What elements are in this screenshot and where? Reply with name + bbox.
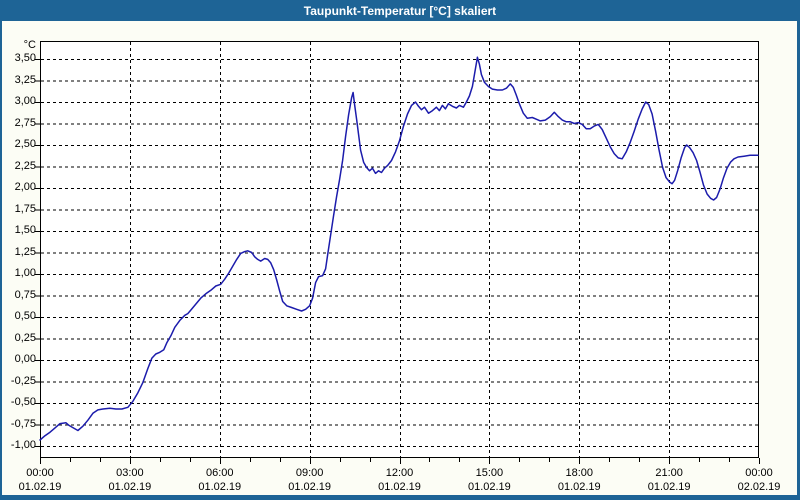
window-border-left — [0, 21, 2, 500]
series-line — [39, 56, 759, 441]
plot-canvas — [35, 41, 760, 464]
axis-ticks — [35, 59, 760, 464]
plot-border — [40, 41, 759, 458]
plot-background — [40, 41, 759, 458]
window-titlebar[interactable]: Taupunkt-Temperatur [°C] skaliert — [0, 0, 800, 21]
window-border-right — [797, 21, 800, 500]
window-border-bottom — [0, 495, 800, 500]
window-title: Taupunkt-Temperatur [°C] skaliert — [303, 3, 497, 18]
